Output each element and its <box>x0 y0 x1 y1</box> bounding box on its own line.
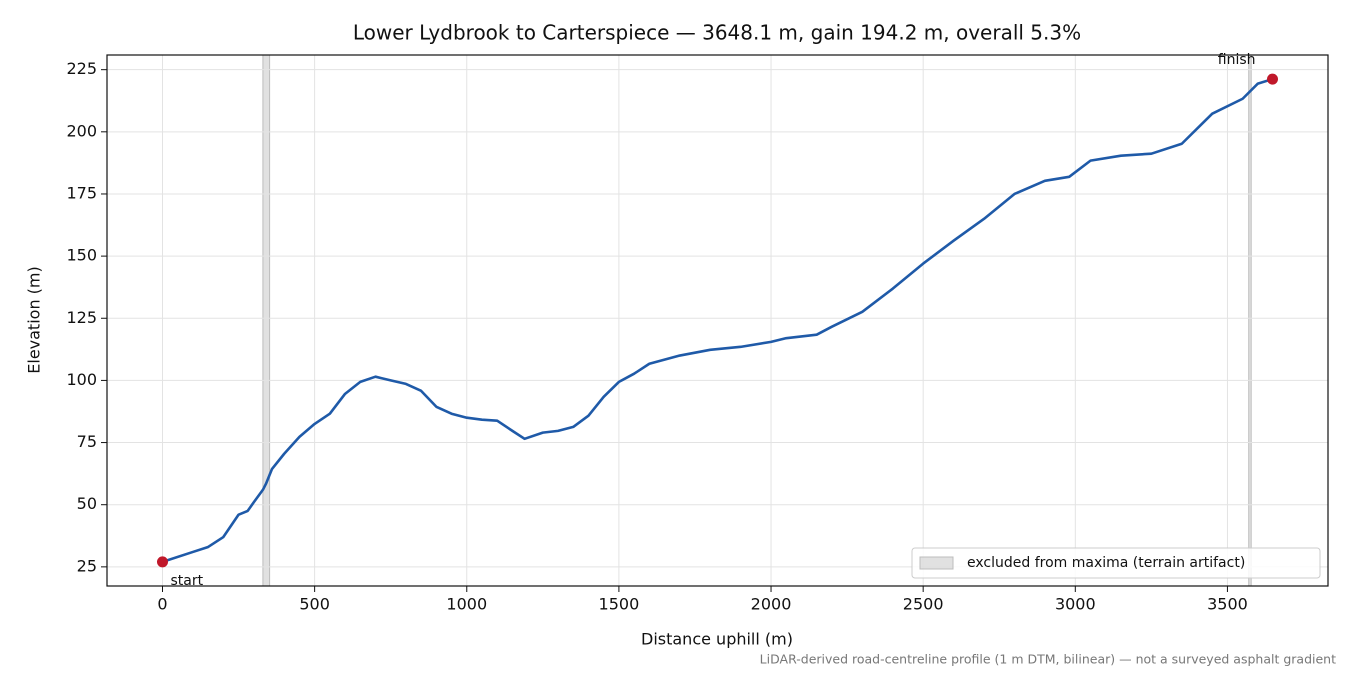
plot-frame <box>106 54 1329 587</box>
x-tick-label: 1000 <box>446 595 487 614</box>
x-tick-label: 3500 <box>1207 595 1248 614</box>
y-tick-label: 100 <box>66 370 97 389</box>
endpoint-annotation: start <box>170 573 203 589</box>
y-tick-label: 175 <box>66 183 97 202</box>
excluded-span <box>262 54 271 587</box>
endpoint-annotation: finish <box>1218 52 1256 68</box>
endpoint-marker <box>156 556 168 568</box>
endpoint-marker <box>1267 73 1279 85</box>
x-tick-label: 1500 <box>599 595 640 614</box>
footnote: LiDAR-derived road-centreline profile (1… <box>760 652 1336 667</box>
chart-title: Lower Lydbrook to Carterspiece — 3648.1 … <box>353 21 1081 45</box>
legend-swatch <box>919 556 954 570</box>
elevation-line <box>162 77 1273 564</box>
excluded-span <box>1248 54 1252 587</box>
x-axis-label: Distance uphill (m) <box>641 630 793 649</box>
y-tick-label: 75 <box>77 432 97 451</box>
x-tick-label: 2500 <box>903 595 944 614</box>
x-tick-label: 3000 <box>1055 595 1096 614</box>
y-tick-label: 200 <box>66 121 97 140</box>
y-tick-label: 150 <box>66 246 97 265</box>
x-tick-label: 0 <box>157 595 167 614</box>
y-axis-label: Elevation (m) <box>25 266 44 373</box>
y-tick-label: 50 <box>77 494 97 513</box>
x-tick-label: 500 <box>299 595 330 614</box>
x-tick-label: 2000 <box>751 595 792 614</box>
legend-label: excluded from maxima (terrain artifact) <box>967 555 1245 571</box>
legend-box <box>911 547 1321 579</box>
y-tick-label: 125 <box>66 308 97 327</box>
y-tick-label: 225 <box>66 59 97 78</box>
y-tick-label: 25 <box>77 556 97 575</box>
